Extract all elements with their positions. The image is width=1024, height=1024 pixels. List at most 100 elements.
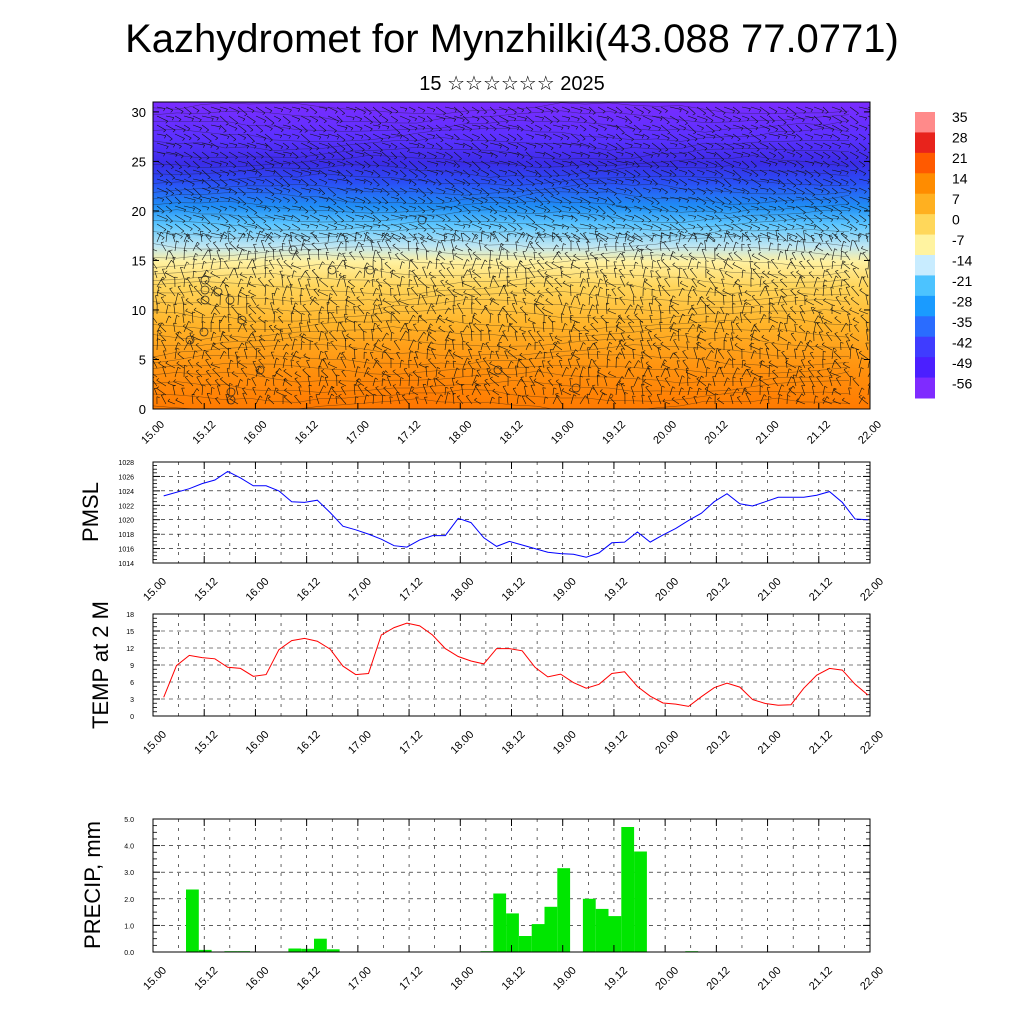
- wind-barb-flag: [291, 216, 293, 220]
- wind-barb-flag: [632, 163, 635, 167]
- wind-barb-flag: [327, 135, 330, 139]
- wind-barb: [155, 295, 158, 306]
- wind-barb-flag: [501, 248, 505, 251]
- wind-barb: [342, 275, 347, 288]
- wind-barb: [597, 178, 607, 185]
- wind-barb-flag: [446, 360, 450, 363]
- wind-barb: [183, 233, 188, 243]
- wind-barb-flag: [673, 332, 677, 335]
- wind-barb-flag: [293, 270, 297, 273]
- wind-barb: [615, 151, 624, 154]
- wind-barb-flag: [165, 360, 169, 364]
- wind-barb-flag: [326, 199, 329, 202]
- wind-barb: [528, 259, 536, 270]
- wind-barb-flag: [423, 229, 427, 232]
- wind-barb: [694, 233, 698, 243]
- wind-barb: [156, 232, 165, 238]
- wind-barb: [608, 373, 617, 378]
- wind-barb-flag: [443, 162, 446, 166]
- wind-barb-flag: [406, 139, 409, 142]
- wind-barb-flag: [328, 267, 332, 269]
- wind-barb-flag: [422, 118, 426, 122]
- wind-barb-flag: [490, 249, 494, 252]
- wind-barb: [714, 133, 724, 140]
- wind-barb: [246, 230, 251, 243]
- wind-barb: [300, 205, 309, 212]
- wind-barb: [284, 390, 293, 396]
- wind-barb-flag: [271, 164, 275, 168]
- wind-barb-flag: [224, 208, 227, 211]
- wind-barb-flag: [330, 285, 334, 288]
- wind-barb: [474, 399, 482, 405]
- wind-barb-flag: [698, 324, 702, 327]
- wind-barb: [561, 302, 567, 315]
- wind-barb-flag: [177, 342, 181, 345]
- wind-barb-flag: [307, 141, 311, 144]
- wind-barb-flag: [727, 377, 730, 380]
- wind-barb-flag: [763, 314, 767, 317]
- wind-barb: [422, 295, 428, 306]
- wind-barb: [639, 321, 644, 333]
- wind-barb-flag: [631, 217, 635, 220]
- wind-barb: [291, 223, 301, 230]
- wind-barb-flag: [277, 210, 281, 213]
- wind-barb-flag: [382, 394, 386, 397]
- wind-barb: [452, 249, 455, 261]
- wind-barb: [399, 106, 407, 109]
- wind-barb-flag: [648, 220, 652, 223]
- wind-barb-flag: [460, 114, 463, 117]
- wind-barb: [587, 241, 590, 252]
- wind-barb: [672, 264, 680, 270]
- wind-barb-flag: [637, 376, 641, 380]
- wind-barb-flag: [486, 127, 489, 131]
- wind-barb: [210, 303, 218, 315]
- wind-barb-flag: [193, 285, 197, 288]
- wind-barb: [300, 271, 306, 279]
- wind-barb-flag: [387, 159, 391, 162]
- wind-barb: [803, 230, 806, 243]
- wind-barb: [627, 336, 635, 342]
- wind-barb-flag: [226, 144, 229, 148]
- wind-barb-flag: [439, 314, 443, 318]
- wind-barb: [453, 196, 461, 204]
- wind-barb: [720, 322, 725, 333]
- wind-barb-flag: [355, 396, 359, 399]
- wind-barb-flag: [308, 314, 312, 316]
- wind-barb: [270, 352, 275, 360]
- wind-barb-flag: [321, 375, 325, 378]
- wind-barb-flag: [780, 288, 784, 291]
- wind-barb: [507, 232, 517, 235]
- wind-barb-flag: [459, 209, 462, 213]
- wind-barb: [660, 196, 669, 199]
- wind-barb: [378, 294, 383, 306]
- wind-barb: [252, 259, 257, 270]
- wind-barb-flag: [266, 250, 270, 253]
- wind-barb-flag: [182, 324, 186, 327]
- wind-barb: [516, 196, 527, 204]
- wind-barb: [510, 292, 518, 297]
- wind-barb-flag: [720, 174, 724, 178]
- wind-barb-flag: [612, 227, 616, 231]
- wind-barb-flag: [272, 218, 276, 222]
- wind-barb: [299, 294, 302, 306]
- wind-barb: [597, 124, 607, 129]
- wind-barb-flag: [747, 199, 751, 203]
- wind-barb-flag: [710, 192, 713, 195]
- wind-barb-flag: [196, 361, 199, 364]
- wind-barb: [750, 160, 757, 167]
- wind-barb-flag: [726, 313, 730, 316]
- wind-barb-flag: [399, 227, 402, 231]
- wind-barb: [642, 214, 652, 221]
- wind-barb: [165, 362, 176, 369]
- wind-barb: [777, 223, 788, 229]
- wind-barb-flag: [717, 360, 720, 363]
- wind-barb: [405, 323, 410, 333]
- wind-barb-flag: [515, 365, 519, 367]
- wind-barb-flag: [665, 367, 668, 371]
- wind-barb-flag: [711, 114, 715, 117]
- wind-barb-flag: [211, 387, 215, 389]
- wind-barb-flag: [243, 232, 246, 236]
- wind-barb: [561, 214, 574, 218]
- wind-barb-flag: [793, 191, 797, 195]
- wind-barb: [228, 348, 230, 360]
